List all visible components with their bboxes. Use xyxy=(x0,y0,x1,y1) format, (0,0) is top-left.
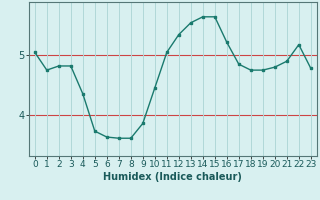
X-axis label: Humidex (Indice chaleur): Humidex (Indice chaleur) xyxy=(103,172,242,182)
